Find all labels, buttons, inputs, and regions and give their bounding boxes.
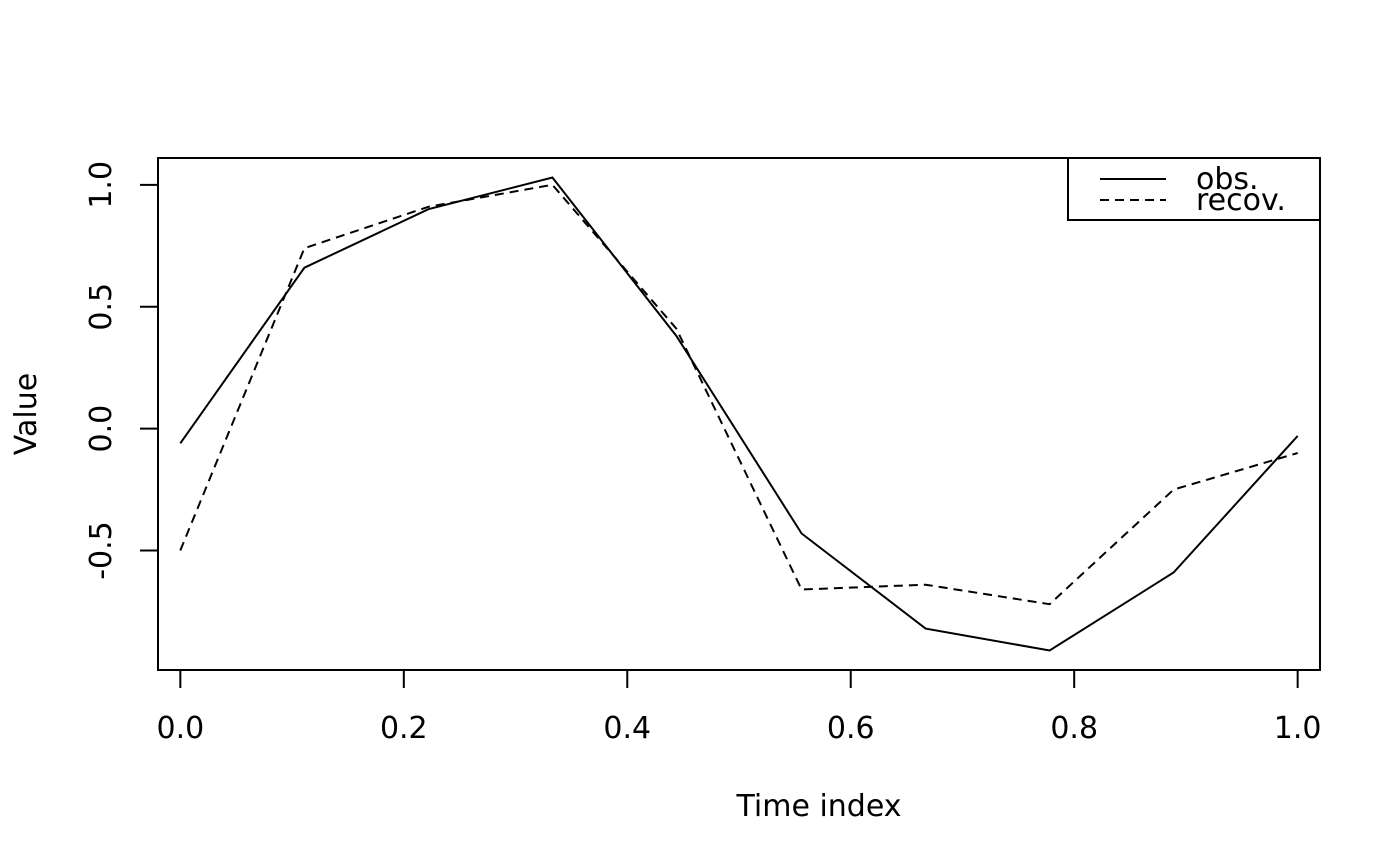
y-axis-label: Value bbox=[9, 373, 44, 455]
x-axis-label: Time index bbox=[735, 789, 901, 824]
series-line-obs bbox=[179, 176, 1299, 652]
y-tick-label: 0.0 bbox=[84, 405, 119, 453]
plot-frame bbox=[157, 157, 1321, 671]
x-tick-label: 0.8 bbox=[1050, 711, 1098, 746]
legend-box bbox=[1067, 157, 1321, 221]
y-axis: 1.0 0.5 0.0 -0.5 bbox=[84, 161, 158, 580]
y-tick-label: 1.0 bbox=[84, 161, 119, 209]
x-tick-label: 0.2 bbox=[380, 711, 428, 746]
legend-label: obs. bbox=[1196, 162, 1259, 197]
legend-label: recov. bbox=[1196, 183, 1286, 218]
series-line-recov bbox=[179, 183, 1298, 606]
y-tick-label: -0.5 bbox=[84, 521, 119, 580]
x-tick-label: 0.4 bbox=[603, 711, 651, 746]
legend: obs.recov. bbox=[1067, 157, 1321, 221]
x-tick-label: 0.0 bbox=[156, 711, 204, 746]
series-layer bbox=[179, 176, 1299, 652]
y-tick-label: 0.5 bbox=[84, 283, 119, 331]
x-tick-label: 0.6 bbox=[827, 711, 875, 746]
x-tick-label: 1.0 bbox=[1274, 711, 1322, 746]
x-axis: 0.0 0.2 0.4 0.6 0.8 1.0 bbox=[156, 670, 1322, 746]
